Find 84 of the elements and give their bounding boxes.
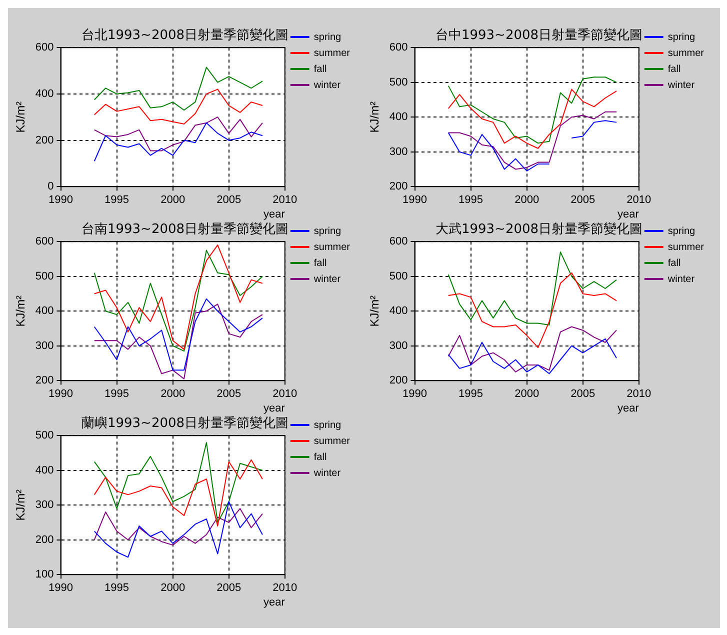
legend-label: summer [314, 242, 351, 253]
x-tick-label: 1990 [48, 582, 73, 594]
y-tick-label: 300 [389, 340, 408, 352]
x-axis-title: year [263, 208, 286, 220]
x-tick-label: 1990 [402, 194, 427, 206]
x-tick-label: 2010 [626, 194, 652, 206]
x-tick-label: 2010 [626, 388, 652, 400]
y-tick-label: 300 [35, 340, 54, 352]
chart-title: 大武1993~2008日射量季節變化圖 [435, 222, 643, 238]
legend-label: spring [314, 226, 342, 237]
y-tick-label: 400 [35, 464, 54, 476]
y-tick-label: 200 [35, 374, 54, 387]
y-axis-title: KJ/m² [14, 489, 28, 521]
x-tick-label: 2000 [160, 582, 186, 594]
chart-title: 台南1993~2008日射量季節變化圖 [81, 222, 289, 238]
chart-title: 台北1993~2008日射量季節變化圖 [81, 28, 289, 44]
x-axis-title: year [263, 596, 286, 608]
legend-label: summer [314, 436, 351, 447]
legend-label: fall [314, 64, 327, 75]
x-tick-label: 1995 [104, 388, 130, 400]
y-tick-label: 200 [35, 534, 54, 546]
y-tick-label: 600 [389, 42, 408, 54]
y-axis-title: KJ/m² [368, 295, 382, 327]
x-tick-label: 1995 [104, 194, 130, 206]
y-tick-label: 200 [389, 180, 408, 193]
legend-label: spring [668, 226, 696, 237]
y-tick-label: 500 [389, 270, 408, 282]
x-tick-label: 2010 [272, 388, 298, 400]
x-tick-label: 1990 [48, 194, 73, 206]
x-tick-label: 2000 [160, 388, 186, 400]
legend-label: winter [312, 274, 342, 285]
legend-label: spring [314, 32, 342, 43]
y-tick-label: 100 [35, 568, 54, 581]
legend-label: fall [314, 452, 327, 463]
legend-label: winter [666, 80, 696, 91]
y-tick-label: 400 [389, 111, 408, 124]
y-axis-title: KJ/m² [14, 101, 28, 133]
x-tick-label: 1995 [458, 388, 484, 400]
y-tick-label: 200 [389, 374, 408, 387]
legend-label: summer [668, 242, 705, 253]
legend-label: fall [668, 64, 681, 75]
y-tick-label: 500 [35, 270, 54, 282]
legend-label: winter [312, 80, 342, 91]
x-tick-label: 2000 [160, 194, 186, 206]
y-tick-label: 600 [389, 236, 408, 248]
y-tick-label: 400 [35, 305, 54, 318]
x-tick-label: 2005 [216, 388, 242, 400]
x-tick-label: 2010 [272, 582, 298, 594]
x-tick-label: 1990 [402, 388, 427, 400]
legend-label: winter [312, 468, 342, 479]
x-axis-title: year [263, 402, 286, 414]
x-tick-label: 1990 [48, 388, 73, 400]
x-tick-label: 1995 [458, 194, 484, 206]
y-axis-title: KJ/m² [14, 295, 28, 327]
x-tick-label: 1995 [104, 582, 130, 594]
y-tick-label: 200 [35, 134, 54, 146]
legend-label: spring [314, 420, 342, 431]
y-tick-label: 600 [35, 42, 54, 54]
chart-title: 蘭嶼1993~2008日射量季節變化圖 [81, 416, 289, 432]
x-tick-label: 2005 [570, 388, 596, 400]
x-axis-title: year [617, 208, 640, 220]
x-tick-label: 2000 [514, 388, 540, 400]
y-tick-label: 600 [35, 236, 54, 248]
y-tick-label: 300 [389, 146, 408, 158]
x-tick-label: 2000 [514, 194, 540, 206]
x-tick-label: 2010 [272, 194, 298, 206]
legend-label: fall [668, 258, 681, 269]
x-tick-label: 2005 [216, 194, 242, 206]
x-tick-label: 2005 [216, 582, 242, 594]
y-tick-label: 300 [35, 499, 54, 512]
x-tick-label: 2005 [570, 194, 596, 206]
legend-label: spring [668, 32, 696, 43]
legend-label: summer [314, 48, 351, 59]
legend-label: fall [314, 258, 327, 269]
y-tick-label: 400 [389, 305, 408, 318]
y-tick-label: 400 [35, 88, 54, 100]
chart-title: 台中1993~2008日射量季節變化圖 [435, 28, 643, 44]
x-axis-title: year [617, 402, 640, 414]
y-tick-label: 500 [389, 76, 408, 88]
y-tick-label: 500 [35, 430, 54, 442]
legend-label: winter [666, 274, 696, 285]
legend-label: summer [668, 48, 705, 59]
y-tick-label: 0 [48, 180, 54, 193]
y-axis-title: KJ/m² [368, 101, 382, 133]
